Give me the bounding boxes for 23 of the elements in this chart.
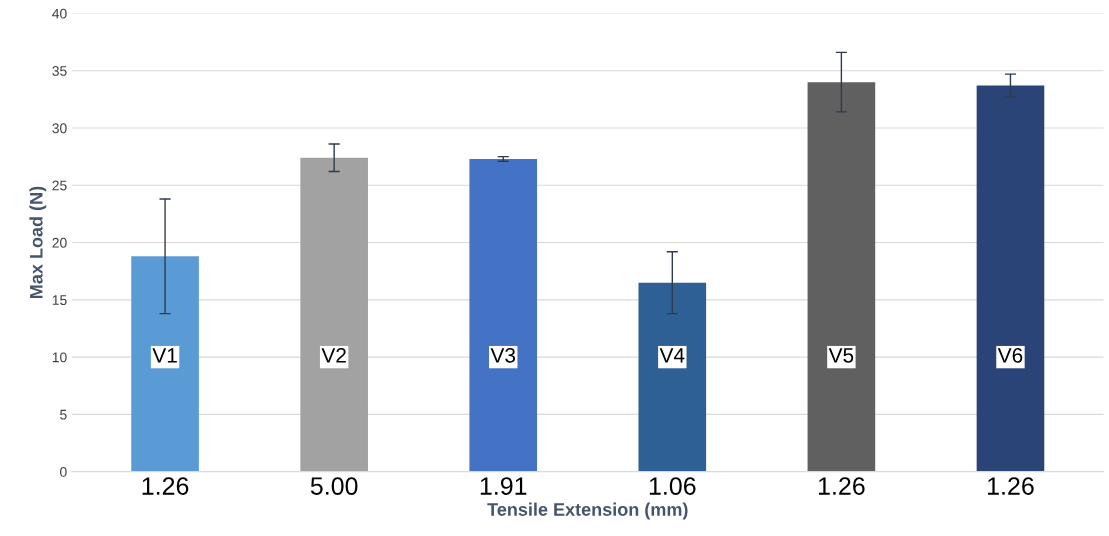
y-axis-title: Max Load (N) [29, 186, 47, 298]
y-tick-label: 40 [52, 8, 67, 19]
annotation: V2 [321, 347, 346, 363]
x-tick-label: 1.91 [480, 477, 527, 495]
x-tick-label: 1.26 [142, 477, 189, 495]
y-tick-label: 15 [52, 295, 67, 305]
x-tick-label: 1.06 [649, 477, 696, 495]
y-tick-label: 25 [52, 180, 67, 191]
annotation: V3 [490, 347, 516, 363]
annotation: V1 [152, 348, 177, 363]
x-tick-label: 1.26 [988, 477, 1034, 495]
x-tick-label: 1.26 [818, 477, 865, 495]
x-axis-title: Tensile Extension (mm) [487, 502, 688, 520]
y-tick-label: 20 [52, 237, 67, 248]
x-tick-label: 5.00 [310, 477, 358, 495]
annotation: V5 [828, 348, 854, 363]
y-tick-label: 35 [52, 66, 67, 76]
annotation: V4 [659, 348, 685, 363]
annotation: V6 [997, 347, 1023, 363]
y-tick-label: 0 [60, 467, 67, 477]
y-tick-label: 30 [52, 123, 67, 134]
y-tick-label: 5 [60, 409, 67, 420]
y-tick-label: 10 [52, 352, 67, 363]
